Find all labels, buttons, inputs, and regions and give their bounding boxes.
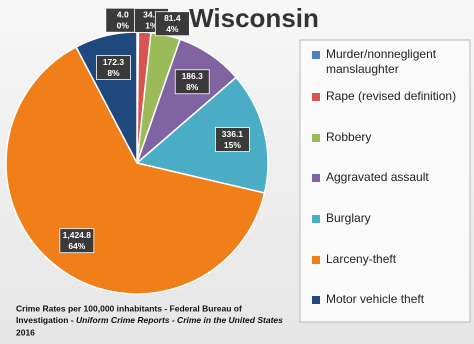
pie-slice [135,76,269,194]
value-label: 172.3 [103,57,125,67]
label-box [215,127,250,152]
percent-label: 1% [145,21,158,31]
legend-swatch [312,256,320,264]
percent-label: 0% [117,20,130,30]
value-label: 81.4 [164,13,181,23]
source-line3: 2016 [16,327,35,337]
value-label: 34.2 [143,10,160,20]
legend-label: Larceny-theft [326,252,397,266]
legend-label: Murder/nonnegligent manslaughter [326,47,437,76]
legend-swatch [312,134,320,142]
legend-swatch [312,174,320,182]
legend-swatch [312,93,320,101]
legend-label: Aggravated assault [326,170,429,184]
chart-title: Wisconsin [189,3,319,33]
label-box [59,228,95,254]
legend-swatch [312,215,320,223]
pie [5,31,269,295]
label-box [96,55,131,81]
data-labels: 4.00%34.21%81.44%186.38%336.115%1,424.86… [59,7,250,254]
label-box [174,69,210,95]
value-label: 336.1 [222,129,244,139]
percent-label: 4% [166,24,179,34]
legend: Murder/nonnegligent manslaughter Rape (rev… [312,47,456,306]
value-label: 1,424.8 [63,230,92,240]
legend-label-line: manslaughter [326,62,399,76]
legend-label: Robbery [326,130,371,144]
legend-label: Motor vehicle theft [326,292,425,306]
source-text: Investigation - [16,315,76,325]
legend-label-line: Murder/nonnegligent [326,47,437,61]
percent-label: 15% [224,140,241,150]
value-label: 4.0 [117,9,129,19]
legend-swatch [312,51,320,59]
label-box [154,11,190,37]
legend-box [299,39,471,323]
source-italic: Uniform Crime Reports - Crime in the Uni… [76,315,283,325]
legend-label: Burglary [326,211,371,225]
percent-label: 64% [68,241,85,251]
source-line2: Investigation - Uniform Crime Reports - … [16,315,283,325]
percent-label: 8% [186,82,199,92]
percent-label: 8% [107,68,120,78]
legend-label: Rape (revised definition) [326,89,456,103]
legend-swatch [312,296,320,304]
source-line1: Crime Rates per 100,000 inhabitants - Fe… [16,303,242,313]
value-label: 186.3 [182,71,204,81]
